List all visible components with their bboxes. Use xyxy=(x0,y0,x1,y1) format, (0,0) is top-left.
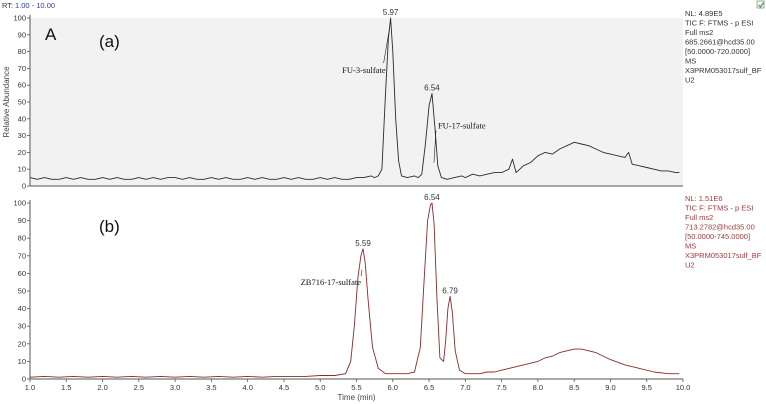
y-tick-label: 30 xyxy=(18,322,26,331)
y-tick-label: 20 xyxy=(18,339,26,348)
y-tick-label: 10 xyxy=(18,357,26,366)
y-axis-title: Relative Abundance xyxy=(2,66,11,138)
y-tick-label: 100 xyxy=(13,199,26,208)
x-tick-label: 5.0 xyxy=(315,383,325,392)
x-tick-label: 1.0 xyxy=(25,383,35,392)
annotation-leader xyxy=(383,28,390,64)
scan-meta-line: 685.2661@hcd35.00 xyxy=(685,38,755,47)
series-line-b xyxy=(29,202,680,378)
x-tick-label: 7.0 xyxy=(460,383,470,392)
y-tick-label: 40 xyxy=(18,114,26,123)
scan-meta-line: [50.0000-720.0000] xyxy=(685,47,750,56)
scan-meta-line: Full ms2 xyxy=(685,213,713,222)
scan-meta-line: [50.0000-745.0000] xyxy=(685,232,750,241)
y-tick-label: 50 xyxy=(18,98,26,107)
x-tick-label: 1.5 xyxy=(61,383,71,392)
x-tick-label: 8.5 xyxy=(569,383,579,392)
plot-area xyxy=(30,18,683,186)
y-tick-label: 40 xyxy=(18,304,26,313)
x-tick-label: 6.0 xyxy=(388,383,398,392)
scan-meta-line: MS xyxy=(685,242,696,251)
rt-label: RT: xyxy=(2,1,13,10)
y-tick-label: 20 xyxy=(18,148,26,157)
scan-meta-line: NL: 1.51E6 xyxy=(685,194,723,203)
x-tick-label: 5.5 xyxy=(351,383,361,392)
peak-label: 5.97 xyxy=(383,8,399,17)
peak-annotation: FU-17-sulfate xyxy=(438,121,486,131)
x-tick-label: 7.5 xyxy=(496,383,506,392)
green-refresh-icon[interactable] xyxy=(756,0,765,9)
y-tick-label: 60 xyxy=(18,81,26,90)
y-tick-label: 60 xyxy=(18,269,26,278)
panel-label: (b) xyxy=(99,217,120,236)
peak-annotation: ZB716-17-sulfate xyxy=(301,277,362,287)
y-tick-label: 70 xyxy=(18,64,26,73)
x-tick-label: 2.5 xyxy=(134,383,144,392)
scan-meta-line: NL: 4.89E5 xyxy=(685,9,723,18)
chart-panel-a: 0 10 20 30 40 50 60 70 80 90 100 Relative Abundance… xyxy=(2,8,762,191)
x-axis-title: Time (min) xyxy=(338,393,376,402)
y-tick-label: 0 xyxy=(22,182,26,191)
y-tick-label: 0 xyxy=(22,375,26,384)
x-tick-label: 2.0 xyxy=(97,383,107,392)
y-tick-label: 50 xyxy=(18,287,26,296)
scan-meta-line: U2 xyxy=(685,261,695,270)
scan-meta-line: MS xyxy=(685,57,696,66)
x-tick-label: 8.0 xyxy=(533,383,543,392)
peak-label: 6.79 xyxy=(442,286,458,295)
scan-meta-line: X3PRM053017sulf_BF xyxy=(685,251,762,260)
peak-label: 6.54 xyxy=(424,193,440,202)
y-tick-label: 70 xyxy=(18,251,26,260)
y-tick-label: 90 xyxy=(18,30,26,39)
series-line-a xyxy=(29,17,680,180)
y-tick-label: 80 xyxy=(18,234,26,243)
y-tick-label: 10 xyxy=(18,165,26,174)
scan-meta-line: X3PRM053017sulf_BF xyxy=(685,66,762,75)
y-tick-label: 100 xyxy=(13,14,26,23)
scan-meta-line: TIC F: FTMS - p ESI xyxy=(685,204,753,213)
x-tick-label: 3.5 xyxy=(206,383,216,392)
scan-meta-line: Full ms2 xyxy=(685,28,713,37)
x-tick-label: 3.0 xyxy=(170,383,180,392)
scan-meta-line: 713.2782@hcd35.00 xyxy=(685,223,755,232)
peak-annotation: FU-3-sulfate xyxy=(342,65,386,75)
x-tick-label: 10.0 xyxy=(676,383,691,392)
y-tick-label: 30 xyxy=(18,131,26,140)
peak-label: 6.54 xyxy=(424,84,440,93)
annotation-leader xyxy=(360,269,363,277)
x-tick-label: 6.5 xyxy=(424,383,434,392)
x-tick-label: 4.0 xyxy=(242,383,252,392)
chart-panel-b: 0 10 20 30 40 50 60 70 80 90 100 1.0 1.5 2.0 2.5 3.0 3.5… xyxy=(13,193,761,402)
y-tick-label: 90 xyxy=(18,216,26,225)
peak-label: 5.59 xyxy=(355,239,371,248)
scan-meta-line: U2 xyxy=(685,76,695,85)
x-tick-label: 4.5 xyxy=(279,383,289,392)
scan-meta-line: TIC F: FTMS - p ESI xyxy=(685,19,753,28)
panel-label: (a) xyxy=(99,32,120,51)
y-tick-label: 80 xyxy=(18,47,26,56)
x-tick-label: 9.0 xyxy=(605,383,615,392)
annotation-leader xyxy=(433,130,437,163)
panel-letter: A xyxy=(45,25,57,44)
rt-range: 1.00 - 10.00 xyxy=(15,1,55,10)
x-tick-label: 9.5 xyxy=(642,383,652,392)
